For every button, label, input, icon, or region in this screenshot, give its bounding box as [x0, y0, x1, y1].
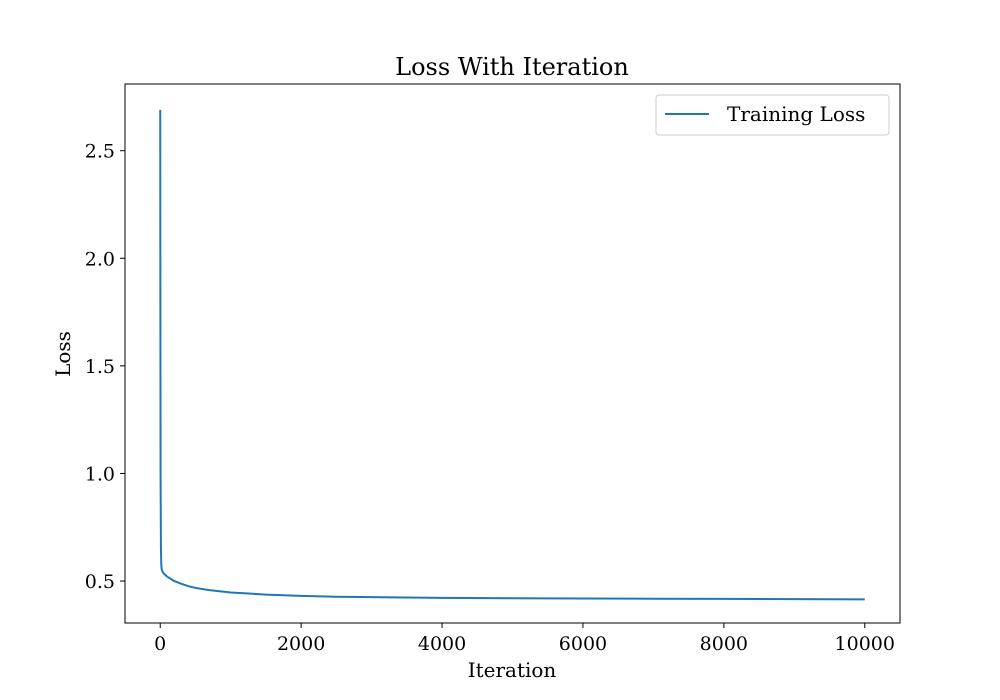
chart-title: Loss With Iteration [395, 53, 629, 81]
y-tick-label: 0.5 [85, 571, 115, 593]
x-tick-label: 8000 [700, 633, 748, 655]
x-tick-label: 2000 [277, 633, 325, 655]
y-axis: 0.5 1.0 1.5 2.0 2.5 [85, 141, 125, 593]
x-axis: 0 2000 4000 6000 8000 10000 [154, 623, 895, 655]
x-tick-label: 0 [154, 633, 166, 655]
y-tick-label: 2.0 [85, 248, 115, 270]
y-tick-label: 1.0 [85, 463, 115, 485]
x-axis-label: Iteration [468, 658, 557, 682]
x-tick-label: 10000 [835, 633, 895, 655]
legend-box [655, 94, 890, 136]
plot-frame [124, 83, 901, 624]
x-tick-label: 6000 [559, 633, 607, 655]
y-tick-label: 1.5 [85, 356, 115, 378]
y-axis-label: Loss [51, 331, 75, 377]
plot-area [124, 83, 901, 624]
x-tick-label: 4000 [418, 633, 466, 655]
legend-label: Training Loss [727, 102, 865, 126]
y-tick-label: 2.5 [85, 141, 115, 163]
training-loss-line [159, 109, 865, 601]
legend: Training Loss [655, 94, 890, 136]
